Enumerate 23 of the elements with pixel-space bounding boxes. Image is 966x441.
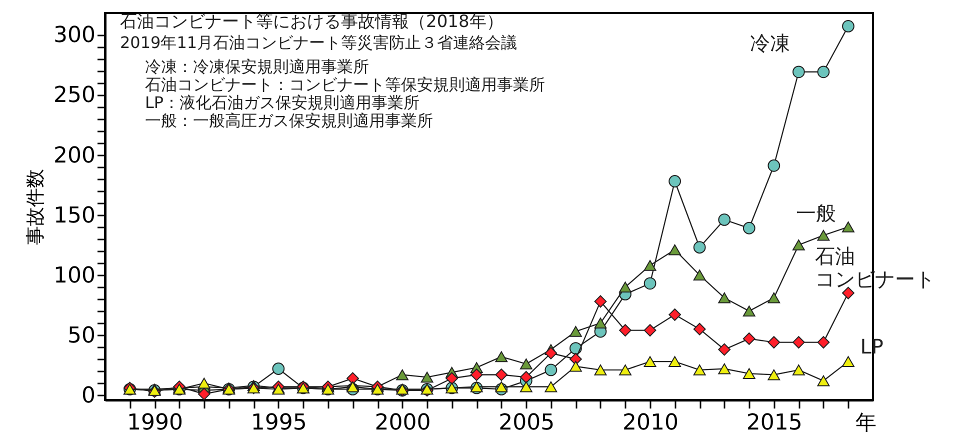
y-tick-label: 100 bbox=[54, 264, 96, 289]
x-axis-title: 年 bbox=[856, 410, 876, 434]
annotation: LP：液化石油ガス保安規則適用事業所 bbox=[145, 93, 420, 112]
x-tick-label: 2010 bbox=[622, 410, 679, 436]
x-tick-label: 1995 bbox=[250, 410, 307, 436]
x-tick-label: 2005 bbox=[498, 410, 555, 436]
y-tick-label: 0 bbox=[82, 384, 96, 409]
text: 2019年11月石油コンビナート等災害防止３省連絡会議 bbox=[120, 33, 518, 52]
y-axis-title: 事故件数 bbox=[24, 169, 47, 245]
y-tick-label: 300 bbox=[54, 23, 96, 48]
series-label: 一般 bbox=[796, 200, 836, 225]
annotation: 石油コンビナート：コンビナート等保安規則適用事業所 bbox=[145, 75, 545, 94]
y-tick-label: 50 bbox=[68, 324, 96, 349]
x-tick-label: 2015 bbox=[746, 410, 802, 436]
series-label: 冷凍 bbox=[750, 31, 790, 56]
x-tick-label: 2000 bbox=[374, 410, 431, 436]
x-tick-label: 1990 bbox=[127, 410, 184, 436]
chart-title: 石油コンビナート等における事故情報（2018年） bbox=[120, 12, 504, 32]
y-tick-label: 150 bbox=[54, 203, 96, 228]
y-tick-label: 250 bbox=[54, 83, 96, 108]
annotation: 一般：一般高圧ガス保安規則適用事業所 bbox=[145, 111, 433, 130]
annotation: 冷凍：冷凍保安規則適用事業所 bbox=[145, 57, 369, 76]
y-tick-label: 200 bbox=[54, 143, 96, 168]
